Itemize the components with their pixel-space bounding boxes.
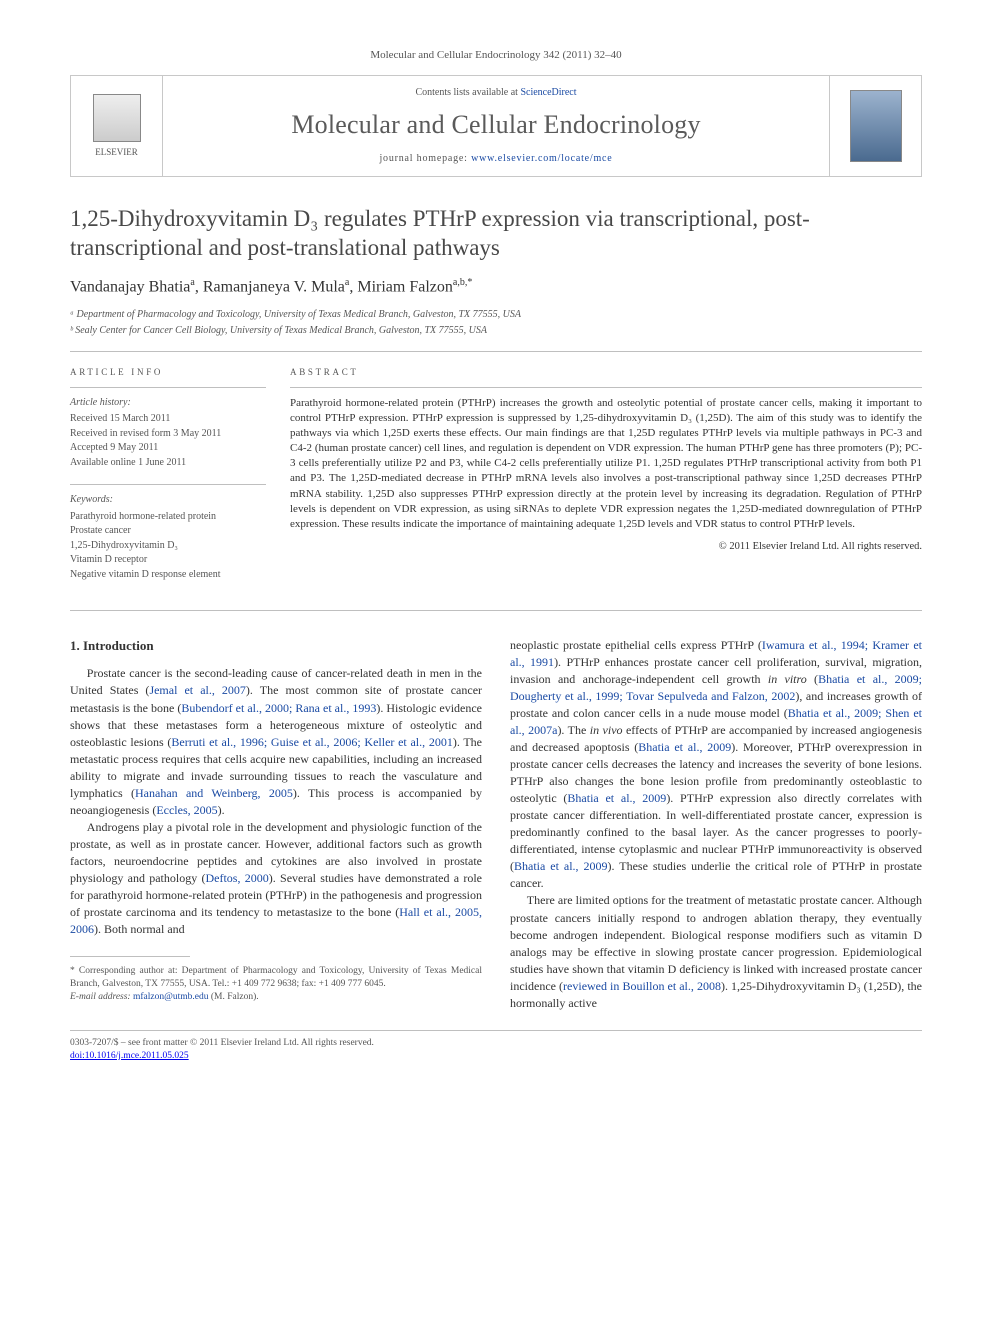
corresponding-author-note: * Corresponding author at: Department of… bbox=[70, 965, 482, 1003]
journal-cover-cell bbox=[829, 76, 921, 176]
affiliation-item: ᵇ Sealy Center for Cancer Cell Biology, … bbox=[70, 324, 922, 338]
history-item: Accepted 9 May 2011 bbox=[70, 441, 266, 456]
info-rule bbox=[70, 387, 266, 388]
journal-name: Molecular and Cellular Endocrinology bbox=[171, 107, 821, 142]
keyword-item: 1,25-Dihydroxyvitamin D₃ bbox=[70, 539, 266, 554]
copyright-line: © 2011 Elsevier Ireland Ltd. All rights … bbox=[290, 540, 922, 554]
journal-cover-icon bbox=[850, 90, 902, 162]
history-label: Article history: bbox=[70, 396, 266, 411]
sciencedirect-link[interactable]: ScienceDirect bbox=[520, 87, 576, 98]
keywords-label: Keywords: bbox=[70, 493, 266, 508]
doi-link[interactable]: doi:10.1016/j.mce.2011.05.025 bbox=[70, 1051, 189, 1061]
info-abstract-row: ARTICLE INFO Article history: Received 1… bbox=[70, 366, 922, 596]
body-paragraph: neoplastic prostate epithelial cells exp… bbox=[510, 637, 922, 892]
body-columns: 1. Introduction Prostate cancer is the s… bbox=[70, 637, 922, 1012]
contents-prefix: Contents lists available at bbox=[415, 87, 520, 98]
abstract-text: Parathyroid hormone-related protein (PTH… bbox=[290, 396, 922, 533]
elsevier-tree-icon bbox=[93, 94, 141, 142]
info-rule bbox=[70, 484, 266, 485]
column-left: 1. Introduction Prostate cancer is the s… bbox=[70, 637, 482, 1012]
keywords-block: Keywords: Parathyroid hormone-related pr… bbox=[70, 493, 266, 582]
affiliations-block: ᵃ Department of Pharmacology and Toxicol… bbox=[70, 308, 922, 337]
article-info-heading: ARTICLE INFO bbox=[70, 366, 266, 378]
header-center: Contents lists available at ScienceDirec… bbox=[163, 76, 829, 176]
body-paragraph: Prostate cancer is the second-leading ca… bbox=[70, 665, 482, 818]
keyword-item: Prostate cancer bbox=[70, 524, 266, 539]
email-label: E-mail address: bbox=[70, 992, 131, 1002]
column-right: neoplastic prostate epithelial cells exp… bbox=[510, 637, 922, 1012]
history-item: Received in revised form 3 May 2011 bbox=[70, 427, 266, 442]
publisher-name: ELSEVIER bbox=[95, 147, 138, 157]
abstract-column: ABSTRACT Parathyroid hormone-related pro… bbox=[290, 366, 922, 596]
elsevier-logo: ELSEVIER bbox=[93, 94, 141, 158]
email-suffix: (M. Falzon). bbox=[211, 992, 259, 1002]
footer-issn-line: 0303-7207/$ – see front matter © 2011 El… bbox=[70, 1037, 922, 1050]
footer-doi-line: doi:10.1016/j.mce.2011.05.025 bbox=[70, 1050, 922, 1063]
affiliation-item: ᵃ Department of Pharmacology and Toxicol… bbox=[70, 308, 922, 322]
abstract-heading: ABSTRACT bbox=[290, 366, 922, 378]
abstract-rule bbox=[290, 387, 922, 388]
corr-line-1: * Corresponding author at: Department of… bbox=[70, 965, 482, 991]
contents-line: Contents lists available at ScienceDirec… bbox=[171, 86, 821, 100]
history-item: Received 15 March 2011 bbox=[70, 412, 266, 427]
corr-line-2: E-mail address: mfalzon@utmb.edu (M. Fal… bbox=[70, 991, 482, 1004]
article-info-column: ARTICLE INFO Article history: Received 1… bbox=[70, 366, 266, 596]
body-paragraph: Androgens play a pivotal role in the dev… bbox=[70, 819, 482, 938]
email-link[interactable]: mfalzon@utmb.edu bbox=[133, 992, 209, 1002]
homepage-link[interactable]: www.elsevier.com/locate/mce bbox=[471, 153, 612, 164]
rule-above-info bbox=[70, 351, 922, 352]
keyword-item: Negative vitamin D response element bbox=[70, 568, 266, 583]
journal-header-box: ELSEVIER Contents lists available at Sci… bbox=[70, 75, 922, 177]
keyword-item: Parathyroid hormone-related protein bbox=[70, 510, 266, 525]
section-heading: 1. Introduction bbox=[70, 637, 482, 655]
publisher-logo-cell: ELSEVIER bbox=[71, 76, 163, 176]
keyword-item: Vitamin D receptor bbox=[70, 553, 266, 568]
authors-line: Vandanajay Bhatiaa, Ramanjaneya V. Mulaa… bbox=[70, 276, 922, 298]
journal-volume-ref: Molecular and Cellular Endocrinology 342… bbox=[70, 48, 922, 63]
article-title: 1,25-Dihydroxyvitamin D₃ regulates PTHrP… bbox=[70, 205, 922, 263]
homepage-prefix: journal homepage: bbox=[379, 153, 471, 164]
rule-below-abstract bbox=[70, 610, 922, 611]
page-footer: 0303-7207/$ – see front matter © 2011 El… bbox=[70, 1030, 922, 1064]
history-block: Article history: Received 15 March 2011 … bbox=[70, 396, 266, 471]
history-item: Available online 1 June 2011 bbox=[70, 456, 266, 471]
footnote-rule bbox=[70, 956, 190, 957]
body-paragraph: There are limited options for the treatm… bbox=[510, 892, 922, 1011]
homepage-line: journal homepage: www.elsevier.com/locat… bbox=[171, 152, 821, 166]
footer-left: 0303-7207/$ – see front matter © 2011 El… bbox=[70, 1037, 922, 1064]
